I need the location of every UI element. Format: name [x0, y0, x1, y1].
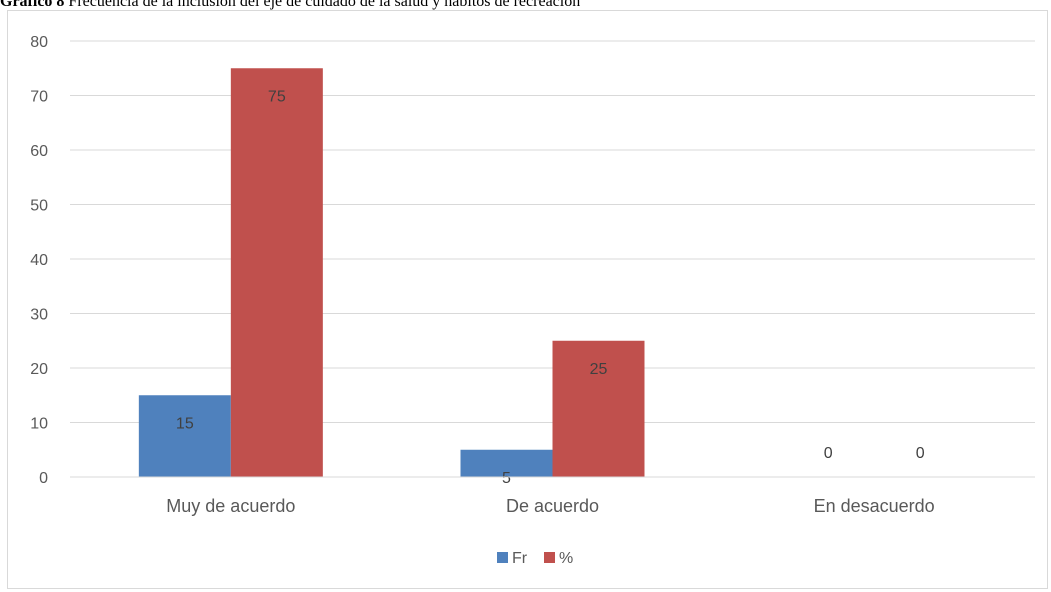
y-tick-label: 0: [39, 470, 48, 487]
y-tick-label: 10: [30, 416, 48, 433]
y-tick-label: 50: [30, 198, 48, 215]
data-label: 25: [590, 361, 608, 378]
y-tick-label: 80: [30, 34, 48, 51]
legend-swatch-fr: [497, 552, 508, 563]
y-tick-label: 30: [30, 307, 48, 324]
bar-fr: [460, 449, 553, 477]
legend-label: Fr: [512, 550, 528, 567]
y-tick-label: 40: [30, 252, 48, 269]
data-label: 0: [916, 445, 925, 462]
chart-frame: [7, 10, 1048, 589]
legend-label: %: [559, 550, 573, 567]
data-label: 15: [176, 415, 194, 432]
y-tick-label: 20: [30, 361, 48, 378]
bar-fr: [138, 395, 231, 477]
bar-pct: [552, 340, 645, 477]
figure-caption-label: Gráfico 8: [0, 0, 65, 10]
y-tick-label: 70: [30, 89, 48, 106]
x-tick-label: Muy de acuerdo: [166, 496, 295, 516]
data-label: 5: [502, 470, 511, 487]
legend-swatch-pct: [544, 552, 555, 563]
bar-pct: [230, 68, 323, 477]
data-label: 0: [824, 445, 833, 462]
figure-caption: Gráfico 8 Frecuencia de la inclusión del…: [0, 0, 1051, 11]
x-tick-label: De acuerdo: [506, 496, 599, 516]
figure-caption-text: Frecuencia de la inclusión del eje de cu…: [64, 0, 581, 10]
data-label: 75: [268, 88, 286, 105]
x-tick-label: En desacuerdo: [814, 496, 935, 516]
y-tick-label: 60: [30, 143, 48, 160]
